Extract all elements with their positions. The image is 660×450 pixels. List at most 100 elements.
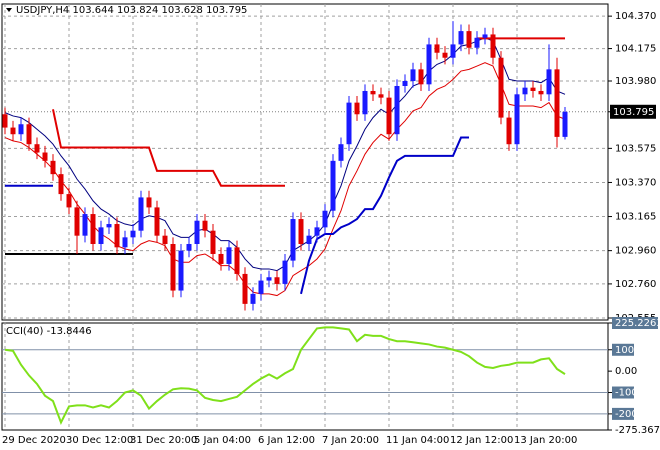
cci-title: CCI(40) -13.8446: [6, 326, 92, 337]
candle-body: [242, 273, 248, 304]
candle-body: [290, 219, 296, 261]
candle-body: [514, 94, 520, 145]
y-tick-label: -275.3678: [615, 425, 660, 436]
y-tick-label: 103.370: [615, 177, 656, 188]
candle-body: [282, 260, 288, 284]
x-tick-label: 30 Dec 12:00: [66, 435, 133, 446]
candle-body: [250, 293, 256, 304]
cci-line: [4, 326, 566, 425]
candle-body: [58, 174, 64, 195]
candle-body: [18, 124, 24, 135]
indicator-line: [5, 136, 469, 295]
y-tick-label: 102.760: [615, 279, 656, 290]
x-tick-label: 31 Dec 20:00: [130, 435, 197, 446]
candle-body: [162, 235, 168, 244]
candle-body: [450, 44, 456, 58]
candle-body: [106, 224, 112, 228]
candle-body: [170, 243, 176, 291]
candle-body: [122, 237, 128, 248]
candle-body: [42, 152, 48, 161]
candle-body: [362, 90, 368, 115]
candle-body: [538, 90, 544, 95]
y-tick-label: 104.370: [615, 11, 656, 22]
candle-body: [410, 69, 416, 82]
candle-body: [114, 224, 120, 248]
price-box: [610, 104, 656, 119]
candle-body: [402, 81, 408, 86]
cci-pane: [1, 322, 609, 431]
candle-body: [10, 127, 16, 135]
candle-body: [98, 227, 104, 244]
candle-body: [154, 207, 160, 236]
x-tick-label: 29 Dec 2020: [2, 435, 66, 446]
candle-body: [306, 235, 312, 244]
candle-body: [322, 210, 328, 228]
y-tick-label: 103.165: [615, 212, 656, 223]
candle-body: [330, 160, 336, 211]
y-tick-label: 102.960: [615, 246, 656, 257]
candle-body: [474, 37, 480, 48]
candle-body: [314, 227, 320, 236]
candle-body: [522, 87, 528, 95]
candle-body: [82, 214, 88, 236]
tick-box: [612, 343, 634, 356]
candle-body: [194, 220, 200, 244]
candle-body: [434, 44, 440, 53]
candle-body: [26, 124, 32, 145]
y-tick-label: 103.575: [615, 143, 656, 154]
candle-body: [418, 69, 424, 85]
candle-body: [146, 197, 152, 208]
candle-body: [354, 102, 360, 115]
y-tick-label: -100: [615, 388, 638, 399]
candle-body: [50, 160, 56, 175]
candle-body: [426, 44, 432, 85]
x-tick-label: 7 Jan 20:00: [322, 435, 379, 446]
x-tick-label: 6 Jan 12:00: [258, 435, 315, 446]
candle-body: [226, 247, 232, 264]
x-tick-label: 13 Jan 20:00: [514, 435, 577, 446]
candle-body: [178, 250, 184, 291]
candle-body: [442, 52, 448, 58]
candle-body: [2, 114, 8, 128]
candle-body: [210, 230, 216, 254]
candle-body: [490, 34, 496, 58]
candle-body: [274, 277, 280, 284]
candle-body: [346, 102, 352, 145]
candle-body: [370, 90, 376, 95]
tick-box: [612, 407, 634, 420]
x-tick-label: 11 Jan 04:00: [386, 435, 449, 446]
tick-box: [612, 386, 634, 399]
candle-body: [530, 87, 536, 91]
y-tick-label: 0.00: [615, 366, 637, 377]
candle-body: [394, 85, 400, 135]
candle-body: [338, 144, 344, 161]
candle-body: [90, 214, 96, 244]
y-tick-label: 225.2263: [615, 318, 660, 329]
candle-body: [378, 94, 384, 98]
candle-body: [482, 34, 488, 38]
candle-body: [34, 144, 40, 153]
candle-body: [66, 194, 72, 208]
candle-body: [506, 117, 512, 145]
candle-body: [562, 111, 568, 137]
candle-body: [458, 31, 464, 45]
candle-body: [130, 230, 136, 238]
candle-body: [546, 69, 552, 95]
candle-body: [266, 277, 272, 281]
y-tick-label: 100: [615, 345, 634, 356]
candle-body: [554, 69, 560, 137]
candle-body: [498, 57, 504, 118]
chart-title: USDJPY,H4 103.644 103.824 103.628 103.79…: [16, 5, 247, 16]
x-tick-label: 12 Jan 12:00: [450, 435, 513, 446]
candle-body: [74, 207, 80, 236]
candle-body: [138, 197, 144, 231]
menu-triangle: [6, 8, 12, 12]
candle-body: [218, 253, 224, 264]
tick-box: [612, 317, 658, 329]
y-tick-label: -200: [615, 409, 638, 420]
candle-body: [234, 247, 240, 274]
y-tick-label: 104.175: [615, 44, 656, 55]
y-tick-label: 103.980: [615, 76, 656, 87]
candle-body: [386, 97, 392, 135]
